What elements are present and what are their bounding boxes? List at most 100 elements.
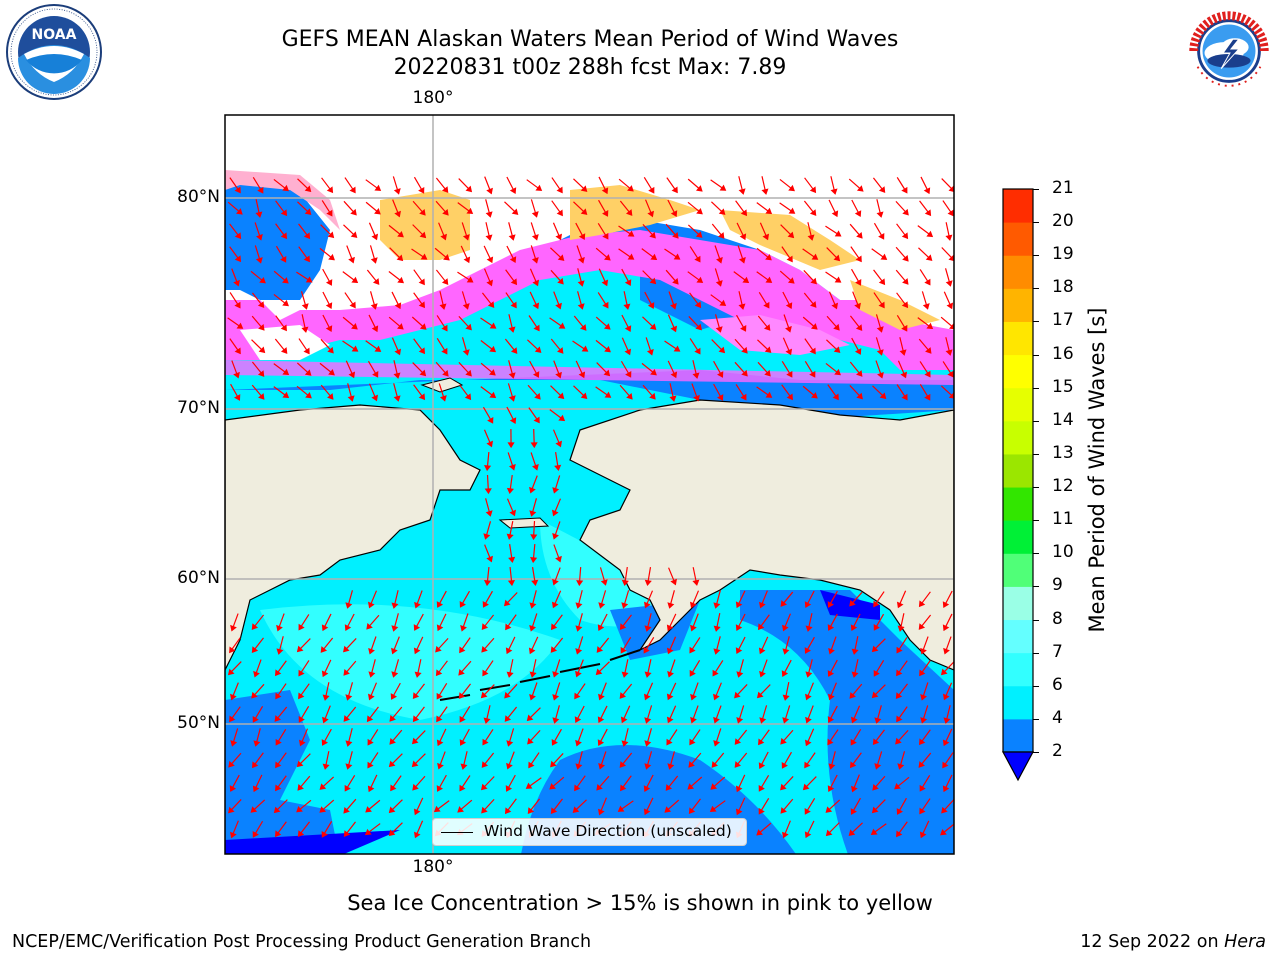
- wind-wave-arrowhead: [233, 371, 240, 379]
- colorbar-segment: [1003, 222, 1033, 256]
- wind-wave-arrowhead: [901, 232, 909, 240]
- wind-wave-arrowhead: [925, 254, 933, 261]
- wind-wave-arrowhead: [389, 738, 396, 745]
- wind-wave-arrowhead: [367, 761, 374, 769]
- wind-wave-arrowhead: [874, 717, 882, 724]
- wind-wave-arrowhead: [252, 785, 260, 793]
- wind-wave-arrowhead: [856, 185, 864, 192]
- wind-wave-arrowhead: [326, 209, 333, 217]
- wind-wave-arrowhead: [460, 624, 467, 632]
- wind-wave-arrowhead: [809, 209, 817, 216]
- colorbar-tick-label: 11: [1052, 509, 1074, 530]
- wind-wave-arrowhead: [486, 256, 494, 264]
- wind-wave-arrowhead: [390, 693, 398, 700]
- wind-wave-arrowhead: [482, 601, 489, 608]
- colorbar-tick-label: 8: [1052, 608, 1063, 629]
- colorbar-tick-label: 2: [1052, 741, 1063, 761]
- wind-wave-arrowhead: [420, 253, 428, 260]
- wind-wave-arrowhead: [575, 625, 583, 632]
- colorbar-label: Mean Period of Wind Waves [s]: [1085, 307, 1109, 633]
- wind-wave-arrowhead: [282, 299, 289, 307]
- wind-wave-arrowhead: [344, 624, 352, 632]
- wind-wave-arrowhead: [619, 692, 627, 699]
- wind-wave-arrowhead: [894, 782, 901, 790]
- wind-wave-arrowhead: [804, 647, 811, 654]
- wind-wave-arrowhead: [644, 717, 652, 724]
- wind-wave-arrowhead: [486, 187, 493, 195]
- credit-machine: Hera: [1224, 932, 1266, 952]
- wind-wave-arrowhead: [484, 488, 492, 495]
- wind-wave-arrowhead: [460, 763, 468, 770]
- wind-wave-arrowhead: [280, 347, 288, 354]
- wind-wave-arrowhead: [834, 368, 841, 376]
- wind-wave-arrowhead: [305, 276, 313, 283]
- wind-wave-arrowhead: [575, 739, 582, 747]
- wind-wave-arrowhead: [925, 347, 932, 354]
- footnote: Sea Ice Concentration > 15% is shown in …: [347, 891, 933, 915]
- wind-wave-arrowhead: [871, 645, 879, 653]
- colorbar-tick-mark: [1033, 189, 1039, 190]
- wind-wave-arrowhead: [503, 599, 511, 607]
- wind-wave-arrowhead: [298, 669, 305, 677]
- colorbar-segment: [1003, 288, 1033, 322]
- wind-wave-arrowhead: [487, 301, 495, 308]
- wind-wave-arrowhead: [481, 761, 489, 768]
- wind-wave-arrowhead: [258, 346, 266, 354]
- colorbar-tick-label: 12: [1052, 476, 1074, 497]
- wind-wave-arrowhead: [322, 763, 330, 770]
- wind-wave-arrowhead: [506, 533, 514, 540]
- wind-wave-arrowhead: [365, 806, 372, 813]
- wind-wave-arrowhead: [740, 209, 748, 217]
- wind-wave-arrowhead: [256, 234, 263, 241]
- wind-wave-arrowhead: [828, 693, 835, 701]
- wind-wave-arrowhead: [419, 369, 427, 377]
- colorbar-tick-mark: [1033, 453, 1039, 455]
- wind-wave-arrowhead: [827, 670, 835, 677]
- wind-wave-arrowhead: [854, 302, 861, 310]
- wind-wave-arrowhead: [505, 647, 513, 655]
- wind-wave-arrowhead: [942, 739, 950, 747]
- lat-label-80: 80°N: [177, 187, 220, 207]
- wind-wave-arrowhead: [465, 369, 472, 377]
- wind-wave-arrowhead: [644, 740, 652, 747]
- wind-wave-arrowhead: [709, 805, 717, 812]
- wind-wave-arrowhead: [856, 392, 863, 400]
- wind-wave-arrowhead: [621, 740, 629, 747]
- wind-wave-arrowhead: [764, 346, 772, 353]
- wind-wave-arrowhead: [230, 740, 238, 747]
- wind-wave-arrowhead: [919, 784, 926, 792]
- wind-wave-arrowhead: [742, 276, 750, 284]
- wind-wave-arrowhead: [555, 302, 562, 310]
- wind-wave-arrowhead: [785, 348, 793, 356]
- wind-wave-arrowhead: [827, 716, 835, 723]
- wind-wave-arrowhead: [943, 647, 950, 655]
- wind-wave-arrowhead: [484, 465, 492, 472]
- wind-wave-arrowhead: [650, 368, 657, 376]
- wind-wave-arrowhead: [418, 393, 426, 401]
- wind-wave-arrowhead: [764, 324, 771, 331]
- wind-wave-arrowhead: [940, 828, 947, 836]
- wind-wave-arrowhead: [872, 783, 879, 791]
- wind-wave-arrowhead: [946, 302, 954, 310]
- wind-wave-arrowhead: [575, 763, 583, 770]
- wind-wave-arrowhead: [948, 392, 954, 399]
- wind-wave-arrowhead: [531, 257, 539, 264]
- wind-wave-arrowhead: [647, 210, 654, 218]
- wind-wave-arrowhead: [876, 326, 884, 333]
- wind-wave-arrowhead: [713, 716, 720, 724]
- wind-wave-arrowhead: [487, 416, 494, 424]
- wind-wave-arrowhead: [351, 323, 358, 330]
- wind-wave-arrowhead: [550, 623, 558, 631]
- wind-wave-arrowhead: [282, 391, 290, 399]
- wind-wave-arrowhead: [411, 737, 419, 745]
- wind-wave-arrowhead: [942, 624, 950, 632]
- wind-wave-arrowhead: [555, 233, 563, 241]
- wind-wave-arrowhead: [920, 694, 927, 701]
- wind-wave-arrowhead: [390, 784, 397, 792]
- wind-wave-arrowhead: [275, 761, 282, 769]
- wind-wave-arrowhead: [255, 257, 263, 264]
- wind-wave-arrowhead: [649, 231, 656, 239]
- wind-wave-arrowhead: [850, 738, 857, 746]
- wind-wave-arrowhead: [533, 416, 540, 424]
- wind-wave-arrowhead: [558, 414, 566, 422]
